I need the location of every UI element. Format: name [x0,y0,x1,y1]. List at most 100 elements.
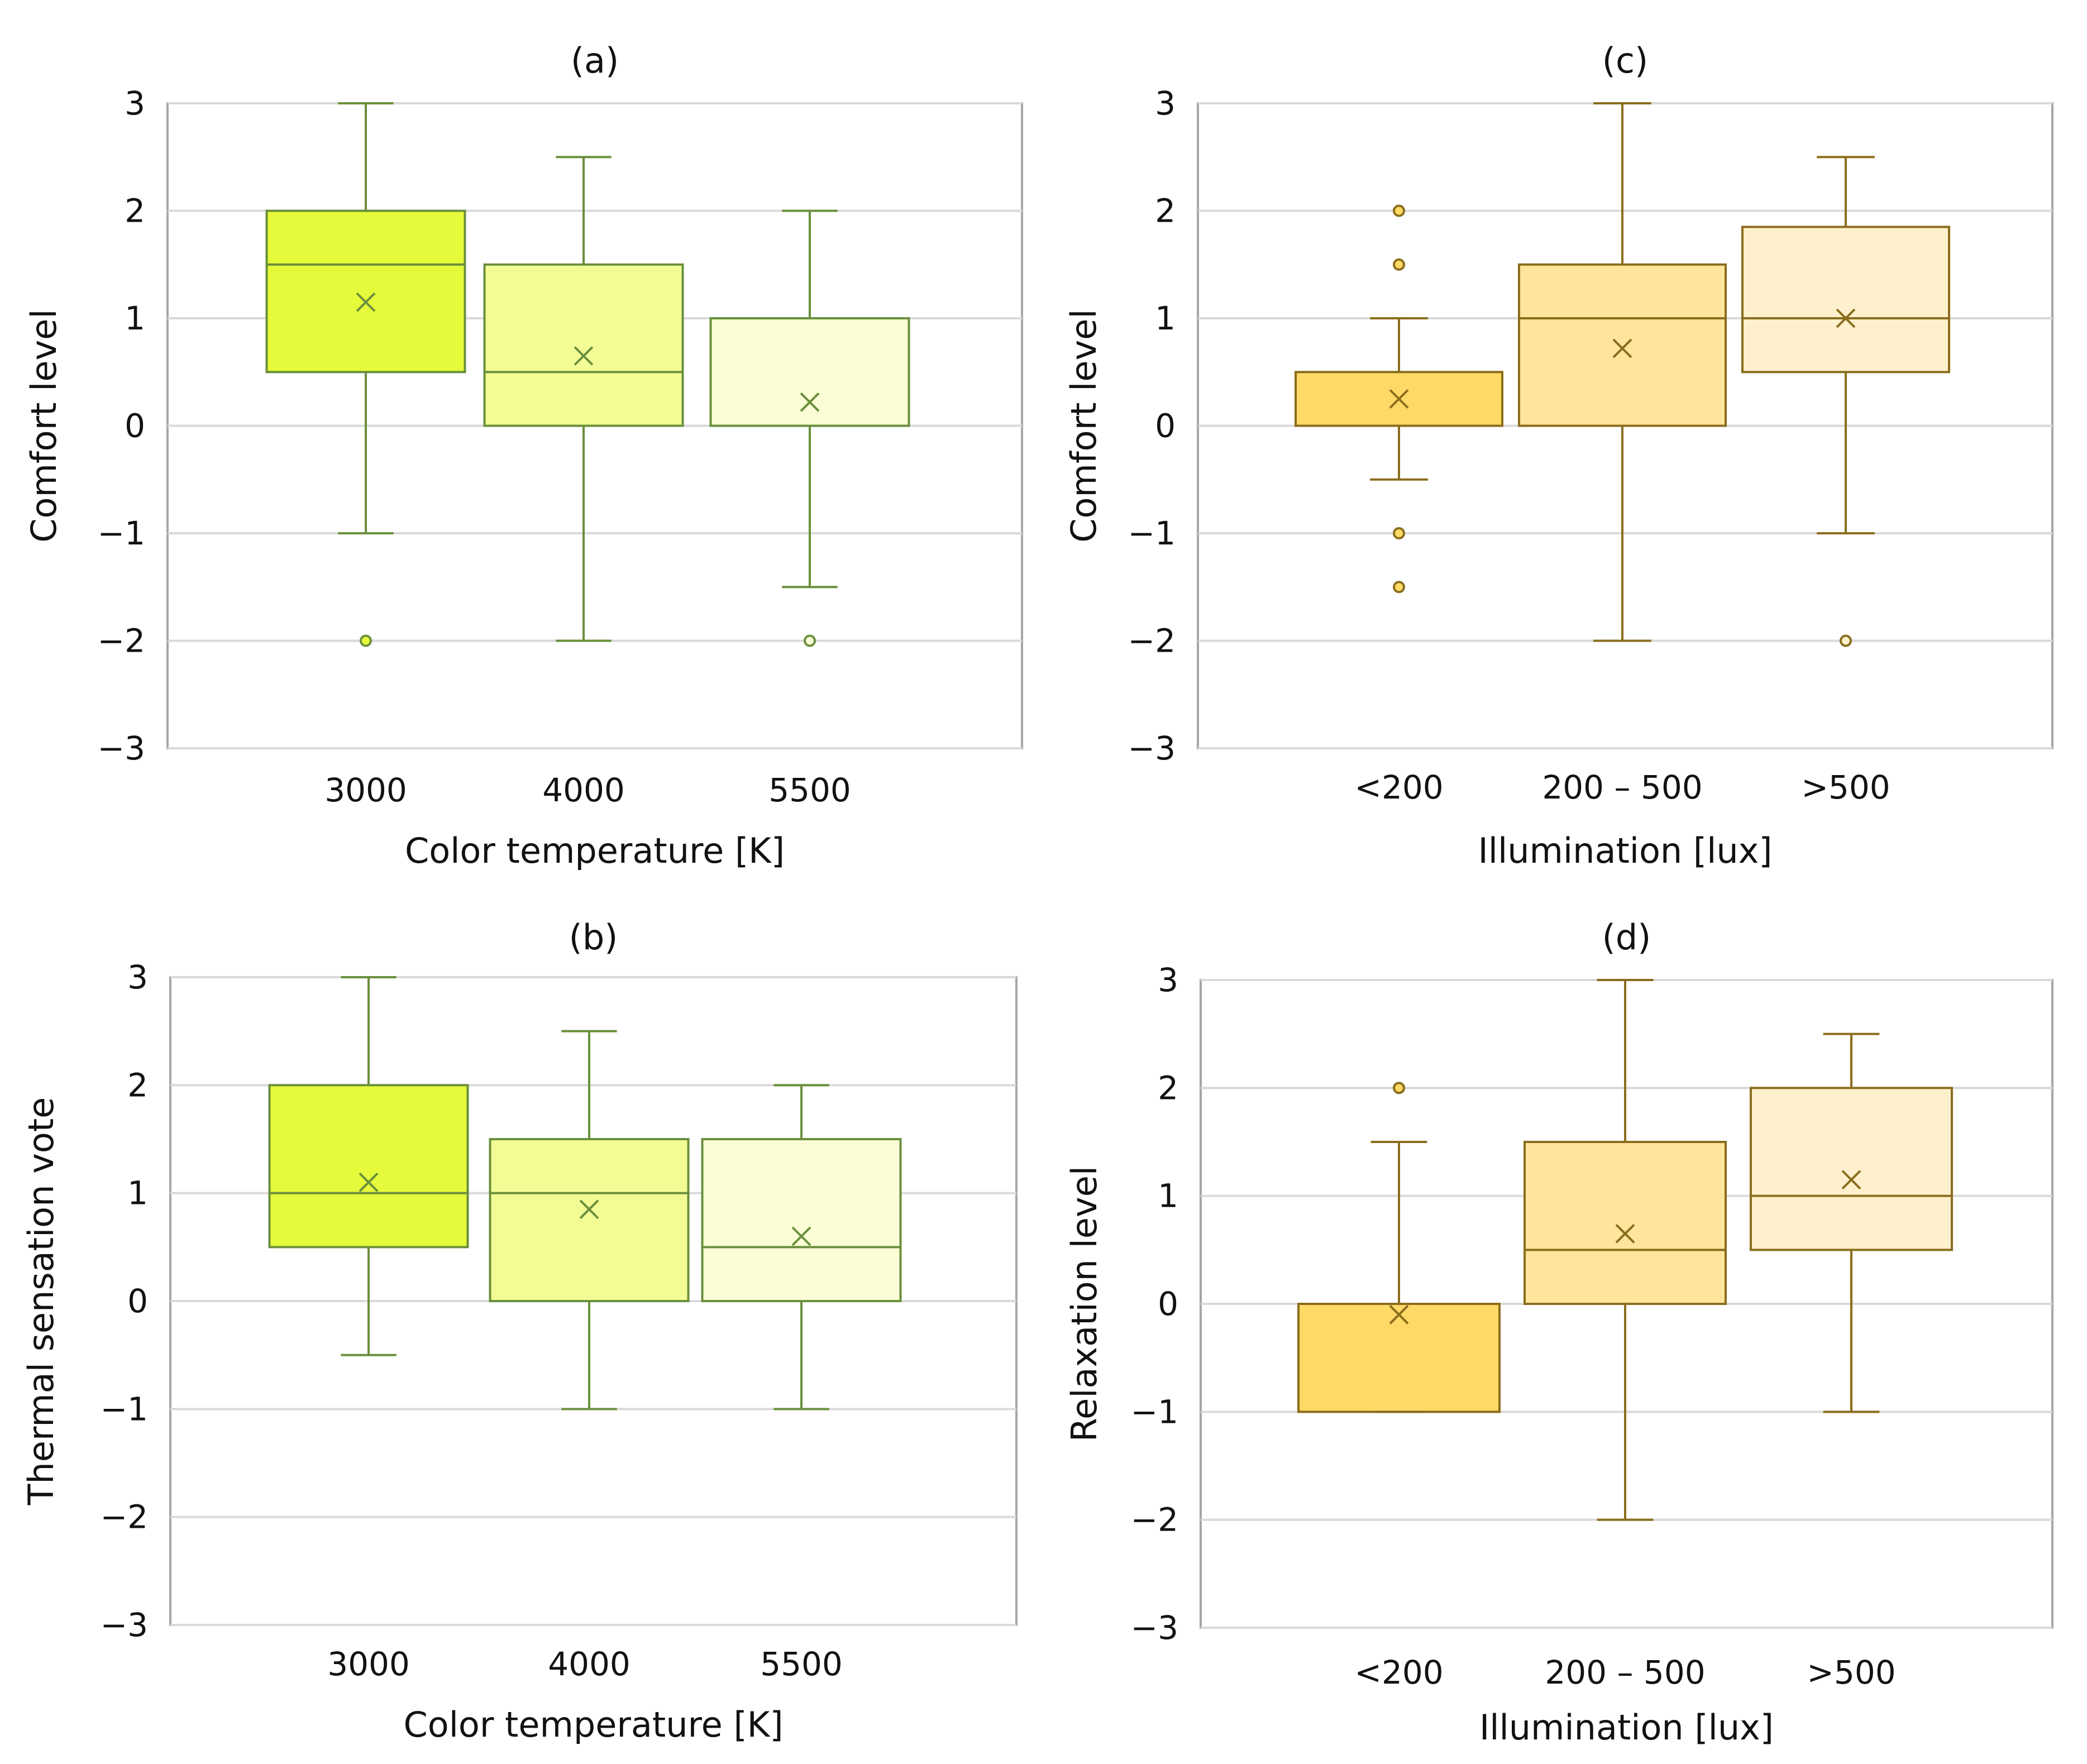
box-body [265,209,466,374]
y-tick-label: −2 [1128,622,1176,660]
x-tick-label: >500 [1807,1653,1895,1691]
y-tick-label: −1 [1128,514,1176,552]
y-tick-label: 2 [125,192,145,230]
x-tick-label: <200 [1354,768,1443,806]
mean-marker [579,1199,599,1220]
y-tick-label: −3 [1131,1609,1179,1647]
mean-marker [1612,338,1632,358]
x-tick-label: <200 [1354,1653,1443,1691]
x-tick-label: 200 – 500 [1542,768,1702,806]
x-tick-label: 4000 [542,771,625,809]
y-tick-label: 0 [1158,1285,1178,1323]
x-tick-label: 200 – 500 [1545,1653,1705,1691]
mean-marker [1615,1223,1635,1244]
x-tick-label: 3000 [324,771,407,809]
y-tick-label: −2 [98,622,146,660]
box-body [483,263,684,427]
mean-marker [800,392,820,412]
outlier-point [1393,581,1405,594]
panel-c: 3 2 1 0 −1 −2 −3 <200 200 – 500 >500 (c) Illuminati… [1063,40,2053,871]
box-200 [1295,204,1503,594]
x-tick-label: 3000 [327,1645,410,1683]
y-tick-label: 2 [127,1066,148,1104]
y-tick-label: 1 [1155,299,1176,337]
box-500 [1741,156,1950,647]
x-axis-title: Illumination [lux] [1478,830,1773,871]
box-body [701,1138,902,1302]
box-4000 [483,156,684,642]
y-tick-label: 2 [1155,192,1176,230]
outlier-point [360,634,372,647]
y-tick-label: −3 [101,1606,149,1644]
box-body [268,1084,469,1249]
box-200 [1297,1082,1501,1413]
box-body [1518,263,1727,427]
box-body [1524,1141,1727,1305]
mean-marker [359,1172,379,1192]
y-tick-label: 2 [1158,1069,1178,1107]
y-tick-label: −3 [98,729,146,767]
mean-marker [791,1226,811,1246]
mean-marker [356,292,376,312]
y-tick-label: −1 [101,1390,149,1428]
box-body [1297,1303,1501,1413]
box-5500 [701,1084,902,1411]
outlier-point [1393,527,1405,539]
x-axis-title: Color temperature [K] [405,830,785,871]
x-axis-title: Illumination [lux] [1479,1707,1774,1748]
panel-title: (c) [1602,40,1648,81]
box-3000 [268,976,469,1356]
panel-b: 3 2 1 0 −1 −2 −3 3000 4000 5500 (b) Color temperatu… [21,917,1018,1745]
panel-title: (d) [1602,917,1651,958]
mean-marker [1836,308,1856,328]
box-200-500 [1524,979,1727,1521]
outlier-point [804,634,816,647]
y-axis-title: Relaxation level [1064,1166,1105,1442]
y-tick-label: 1 [1158,1177,1178,1215]
x-tick-label: >500 [1801,768,1890,806]
box-body [1741,226,1950,374]
panel-a: 3 2 1 0 −1 −2 −3 3000 4000 5500 (a) Color temperatu… [23,40,1023,871]
mean-marker [1389,389,1409,409]
panel-d: 3 2 1 0 −1 −2 −3 <200 200 – 500 >500 (d) Illuminati… [1064,917,2053,1748]
y-tick-label: −2 [1131,1501,1179,1539]
panel-title: (a) [571,40,619,81]
y-tick-label: −1 [98,514,146,552]
box-500 [1750,1032,1953,1413]
x-tick-label: 5500 [768,771,851,809]
mean-marker [574,346,594,366]
outlier-point [1393,1082,1405,1094]
y-tick-label: 1 [125,299,145,337]
y-tick-label: 0 [1155,407,1176,445]
outlier-point [1840,634,1852,647]
y-tick-label: 3 [1158,961,1178,999]
box-body [1750,1087,1953,1251]
y-tick-label: 3 [125,84,145,122]
y-axis-title: Thermal sensation vote [21,1097,61,1506]
y-tick-label: −2 [101,1498,149,1536]
outlier-point [1393,204,1405,217]
box-body [709,317,910,427]
y-axis-title: Comfort level [1063,309,1104,542]
box-3000 [265,102,466,647]
y-tick-label: −3 [1128,729,1176,767]
x-axis-title: Color temperature [K] [403,1704,783,1745]
y-tick-label: 3 [1155,84,1176,122]
y-tick-label: 3 [127,958,148,996]
mean-marker [1841,1170,1861,1190]
box-body [489,1138,690,1302]
outlier-point [1393,258,1405,271]
y-tick-label: −1 [1131,1393,1179,1431]
panel-title: (b) [569,917,618,958]
box-200-500 [1518,102,1727,642]
y-tick-label: 0 [125,407,145,445]
mean-marker [1389,1304,1409,1325]
y-tick-label: 0 [127,1282,148,1320]
y-axis-title: Comfort level [23,309,64,542]
y-tick-label: 1 [127,1174,148,1212]
x-tick-label: 5500 [760,1645,843,1683]
x-tick-label: 4000 [548,1645,631,1683]
box-4000 [489,1030,690,1411]
box-5500 [709,209,910,647]
